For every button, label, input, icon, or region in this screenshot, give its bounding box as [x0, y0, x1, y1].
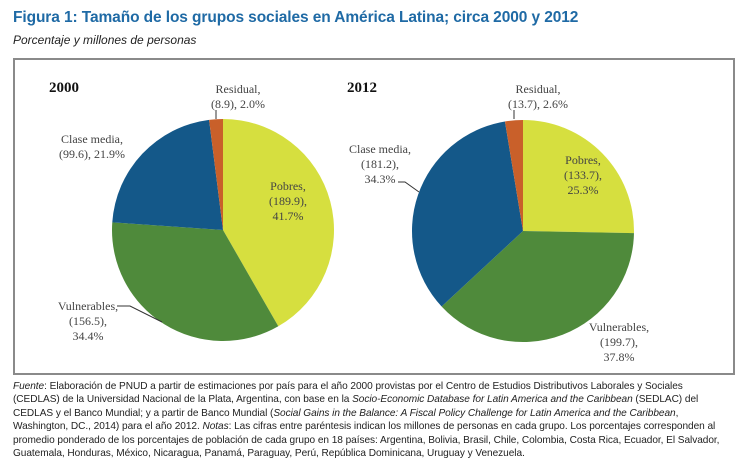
data-label-line: 34.3%: [365, 172, 396, 186]
data-label-line: (133.7),: [564, 168, 602, 182]
pie-slice-residual: [209, 119, 223, 230]
pie-slice-residual: [504, 120, 523, 231]
data-label-vulnerables: Vulnerables, (199.7), 37.8%: [589, 320, 649, 364]
data-label-line: (199.7),: [600, 335, 638, 349]
notes-text: : Las cifras entre paréntesis indican lo…: [13, 421, 720, 460]
pie-title-2000: 2000: [49, 80, 79, 96]
data-label-residual: Residual, (8.9), 2.0%: [211, 82, 265, 111]
data-label-line: (156.5),: [69, 314, 107, 328]
data-label-line: Residual,: [216, 82, 261, 96]
source-text-1: : Elaboración de PNUD a partir de estima…: [13, 381, 683, 406]
pie-slice-pobres: [523, 120, 635, 234]
data-label-line: 25.3%: [568, 183, 599, 197]
data-label-line: (181.2),: [361, 157, 399, 171]
data-label-line: Clase media,: [349, 142, 411, 156]
source-text-3: , Washington, DC., 2014) para el año 201…: [13, 407, 679, 433]
data-label-vulnerables: Vulnerables, (156.5), 34.4%: [58, 299, 118, 343]
leader-line: [398, 181, 420, 193]
data-label-line: Vulnerables,: [58, 299, 118, 313]
data-label-line: (8.9), 2.0%: [211, 97, 265, 111]
data-label-residual: Residual, (13.7), 2.6%: [508, 82, 568, 111]
data-label-line: Vulnerables,: [589, 320, 649, 334]
chart-frame: [13, 58, 735, 375]
data-label-line: (13.7), 2.6%: [508, 97, 568, 111]
pie-slice-clase-media: [411, 121, 523, 307]
source-text-2: (SEDLAC) del CEDLAS y el Banco Mundial; …: [13, 394, 699, 419]
data-label-line: Pobres,: [270, 179, 306, 193]
pie-chart-2012: 2012 Pobres, (133.7), 25.3% Vulnerables, (19…: [347, 80, 649, 364]
pie-slice-vulnerables: [441, 231, 634, 342]
data-label-line: 34.4%: [73, 329, 104, 343]
source-italic-2: Social Gains in the Balance: A Fiscal Po…: [273, 407, 676, 419]
figure-note: Fuente: Elaboración de PNUD a partir de …: [13, 380, 731, 460]
data-label-line: (99.6), 21.9%: [59, 147, 125, 161]
data-label-line: (189.9),: [269, 194, 307, 208]
pie-title-2012: 2012: [347, 80, 377, 96]
pie-slice-vulnerables: [112, 222, 279, 341]
figure-subtitle: Porcentaje y millones de personas: [13, 33, 197, 47]
data-label-line: Residual,: [516, 82, 561, 96]
pie-chart-2000: 2000 Pobres, (189.9), 41.7% Vulnerables, (15…: [49, 80, 334, 343]
pie-slice-clase-media: [112, 119, 223, 230]
data-label-clase-media: Clase media, (99.6), 21.9%: [59, 132, 125, 161]
data-label-line: 41.7%: [273, 209, 304, 223]
data-label-line: Pobres,: [565, 153, 601, 167]
pie-slice-pobres: [223, 119, 334, 327]
source-italic-1: Socio-Economic Database for Latin Americ…: [352, 394, 633, 406]
leader-line: [117, 305, 163, 323]
notes-label: Notas: [202, 421, 229, 433]
source-label: Fuente: [13, 381, 45, 392]
data-label-pobres: Pobres, (133.7), 25.3%: [564, 153, 602, 197]
figure-title: Figura 1: Tamaño de los grupos sociales …: [13, 9, 579, 26]
data-label-clase-media: Clase media, (181.2), 34.3%: [349, 142, 411, 186]
data-label-pobres: Pobres, (189.9), 41.7%: [269, 179, 307, 223]
data-label-line: 37.8%: [604, 350, 635, 364]
data-label-line: Clase media,: [61, 132, 123, 146]
